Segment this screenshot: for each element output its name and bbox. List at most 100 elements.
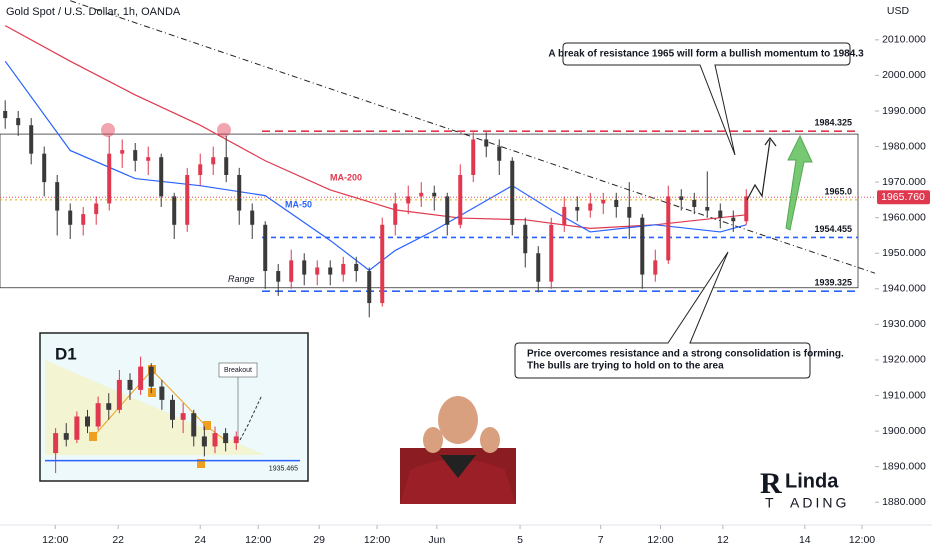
candle-body bbox=[170, 399, 175, 420]
candle-body bbox=[127, 379, 133, 390]
candle-body bbox=[523, 224, 528, 254]
candle-body bbox=[107, 153, 112, 204]
y-tick-label: 1990.000 bbox=[882, 105, 926, 117]
touch-marker bbox=[101, 123, 115, 137]
y-tick-label: 1970.000 bbox=[882, 176, 926, 188]
candle-body bbox=[393, 203, 398, 225]
candle-body bbox=[367, 271, 372, 304]
candle-body bbox=[302, 260, 307, 275]
level-label: 1954.455 bbox=[814, 224, 852, 234]
candle-body bbox=[705, 207, 710, 211]
candle-body bbox=[328, 267, 333, 275]
candle-body bbox=[315, 267, 320, 275]
breakout-label: Breakout bbox=[224, 367, 252, 374]
y-tick-label: 2000.000 bbox=[882, 69, 926, 81]
candle-body bbox=[497, 146, 502, 161]
legend-entry: MA-200 bbox=[330, 172, 362, 182]
candle-body bbox=[406, 196, 411, 204]
candle-body bbox=[419, 192, 424, 197]
candle-body bbox=[601, 199, 606, 204]
candle-body bbox=[172, 196, 177, 225]
candle-body bbox=[42, 153, 47, 183]
candle-body bbox=[233, 436, 239, 444]
candle-body bbox=[458, 175, 463, 225]
x-tick-label: 14 bbox=[799, 534, 811, 546]
candle-body bbox=[159, 386, 165, 400]
candle-body bbox=[29, 125, 34, 154]
candle-body bbox=[718, 210, 723, 218]
candle-body bbox=[68, 210, 73, 225]
chart-title: Gold Spot / U.S. Dollar, 1h, OANDA bbox=[6, 6, 181, 18]
level-label: 1965.0 bbox=[824, 186, 852, 196]
candle-body bbox=[53, 433, 59, 454]
y-tick-label: 1950.000 bbox=[882, 247, 926, 259]
candle-body bbox=[133, 150, 138, 161]
y-tick-label: 1900.000 bbox=[882, 425, 926, 437]
x-tick-label: 24 bbox=[194, 534, 206, 546]
x-tick-label: Jun bbox=[428, 534, 445, 546]
candle-body bbox=[146, 157, 151, 161]
candle-body bbox=[588, 203, 593, 211]
candle-body bbox=[341, 263, 346, 275]
inset-title: D1 bbox=[55, 344, 77, 363]
last-price-box bbox=[877, 190, 930, 205]
x-tick-label: 22 bbox=[112, 534, 124, 546]
candle-body bbox=[3, 110, 8, 119]
meme-picture bbox=[400, 396, 516, 504]
x-tick-label: 12:00 bbox=[849, 534, 875, 546]
candle-body bbox=[276, 271, 281, 282]
candle-body bbox=[191, 413, 197, 437]
y-tick-label: 2010.000 bbox=[882, 34, 926, 46]
x-tick-label: 12:00 bbox=[245, 534, 271, 546]
y-tick-label: 1920.000 bbox=[882, 354, 926, 366]
candle-body bbox=[159, 157, 164, 197]
legend-entry: MA-50 bbox=[285, 199, 312, 209]
candle-body bbox=[223, 433, 229, 444]
candle-body bbox=[471, 139, 476, 175]
candle-body bbox=[237, 175, 242, 211]
inset-triangle bbox=[45, 360, 265, 455]
candle-body bbox=[445, 196, 450, 225]
candle-body bbox=[16, 118, 21, 126]
candle-body bbox=[562, 207, 567, 225]
inset-chart: 1935.465 bbox=[45, 356, 300, 474]
callout-text: A break of resistance 1965 will form a b… bbox=[548, 49, 864, 60]
candle-body bbox=[744, 196, 749, 222]
candle-body bbox=[510, 160, 515, 225]
x-tick-label: 12:00 bbox=[42, 534, 68, 546]
y-tick-label: 1890.000 bbox=[882, 460, 926, 472]
candle-body bbox=[380, 224, 385, 304]
candle-body bbox=[81, 214, 86, 225]
candle-body bbox=[289, 260, 294, 282]
last-price-label: 1965.760 bbox=[881, 191, 925, 203]
level-label: 1939.325 bbox=[814, 278, 852, 288]
candle-body bbox=[549, 224, 554, 282]
y-tick-label: 1960.000 bbox=[882, 211, 926, 223]
range-box bbox=[0, 133, 859, 289]
candle-body bbox=[120, 150, 125, 154]
callout-box bbox=[514, 251, 811, 379]
inset-tag bbox=[197, 459, 205, 468]
candle-body bbox=[185, 175, 190, 225]
candle-body bbox=[679, 196, 684, 200]
x-tick-label: 12:00 bbox=[647, 534, 673, 546]
brand-sub: ADING bbox=[790, 495, 849, 511]
candle-body bbox=[640, 217, 645, 275]
candle-body bbox=[212, 433, 218, 447]
brand-mark: R bbox=[760, 467, 782, 500]
x-tick-label: 29 bbox=[313, 534, 325, 546]
candle-body bbox=[180, 413, 186, 420]
level-label: 1935.465 bbox=[269, 465, 298, 472]
candle-body bbox=[627, 207, 632, 218]
candle-body bbox=[484, 139, 489, 147]
currency: USD bbox=[887, 5, 910, 17]
level-label: 1984.325 bbox=[814, 118, 852, 128]
moving-average bbox=[4, 60, 747, 272]
candle-body bbox=[95, 403, 101, 427]
candle-body bbox=[575, 207, 580, 211]
candle-body bbox=[94, 203, 99, 215]
candle-body bbox=[653, 260, 658, 275]
candle-body bbox=[201, 436, 207, 447]
inset-tag bbox=[89, 432, 97, 441]
